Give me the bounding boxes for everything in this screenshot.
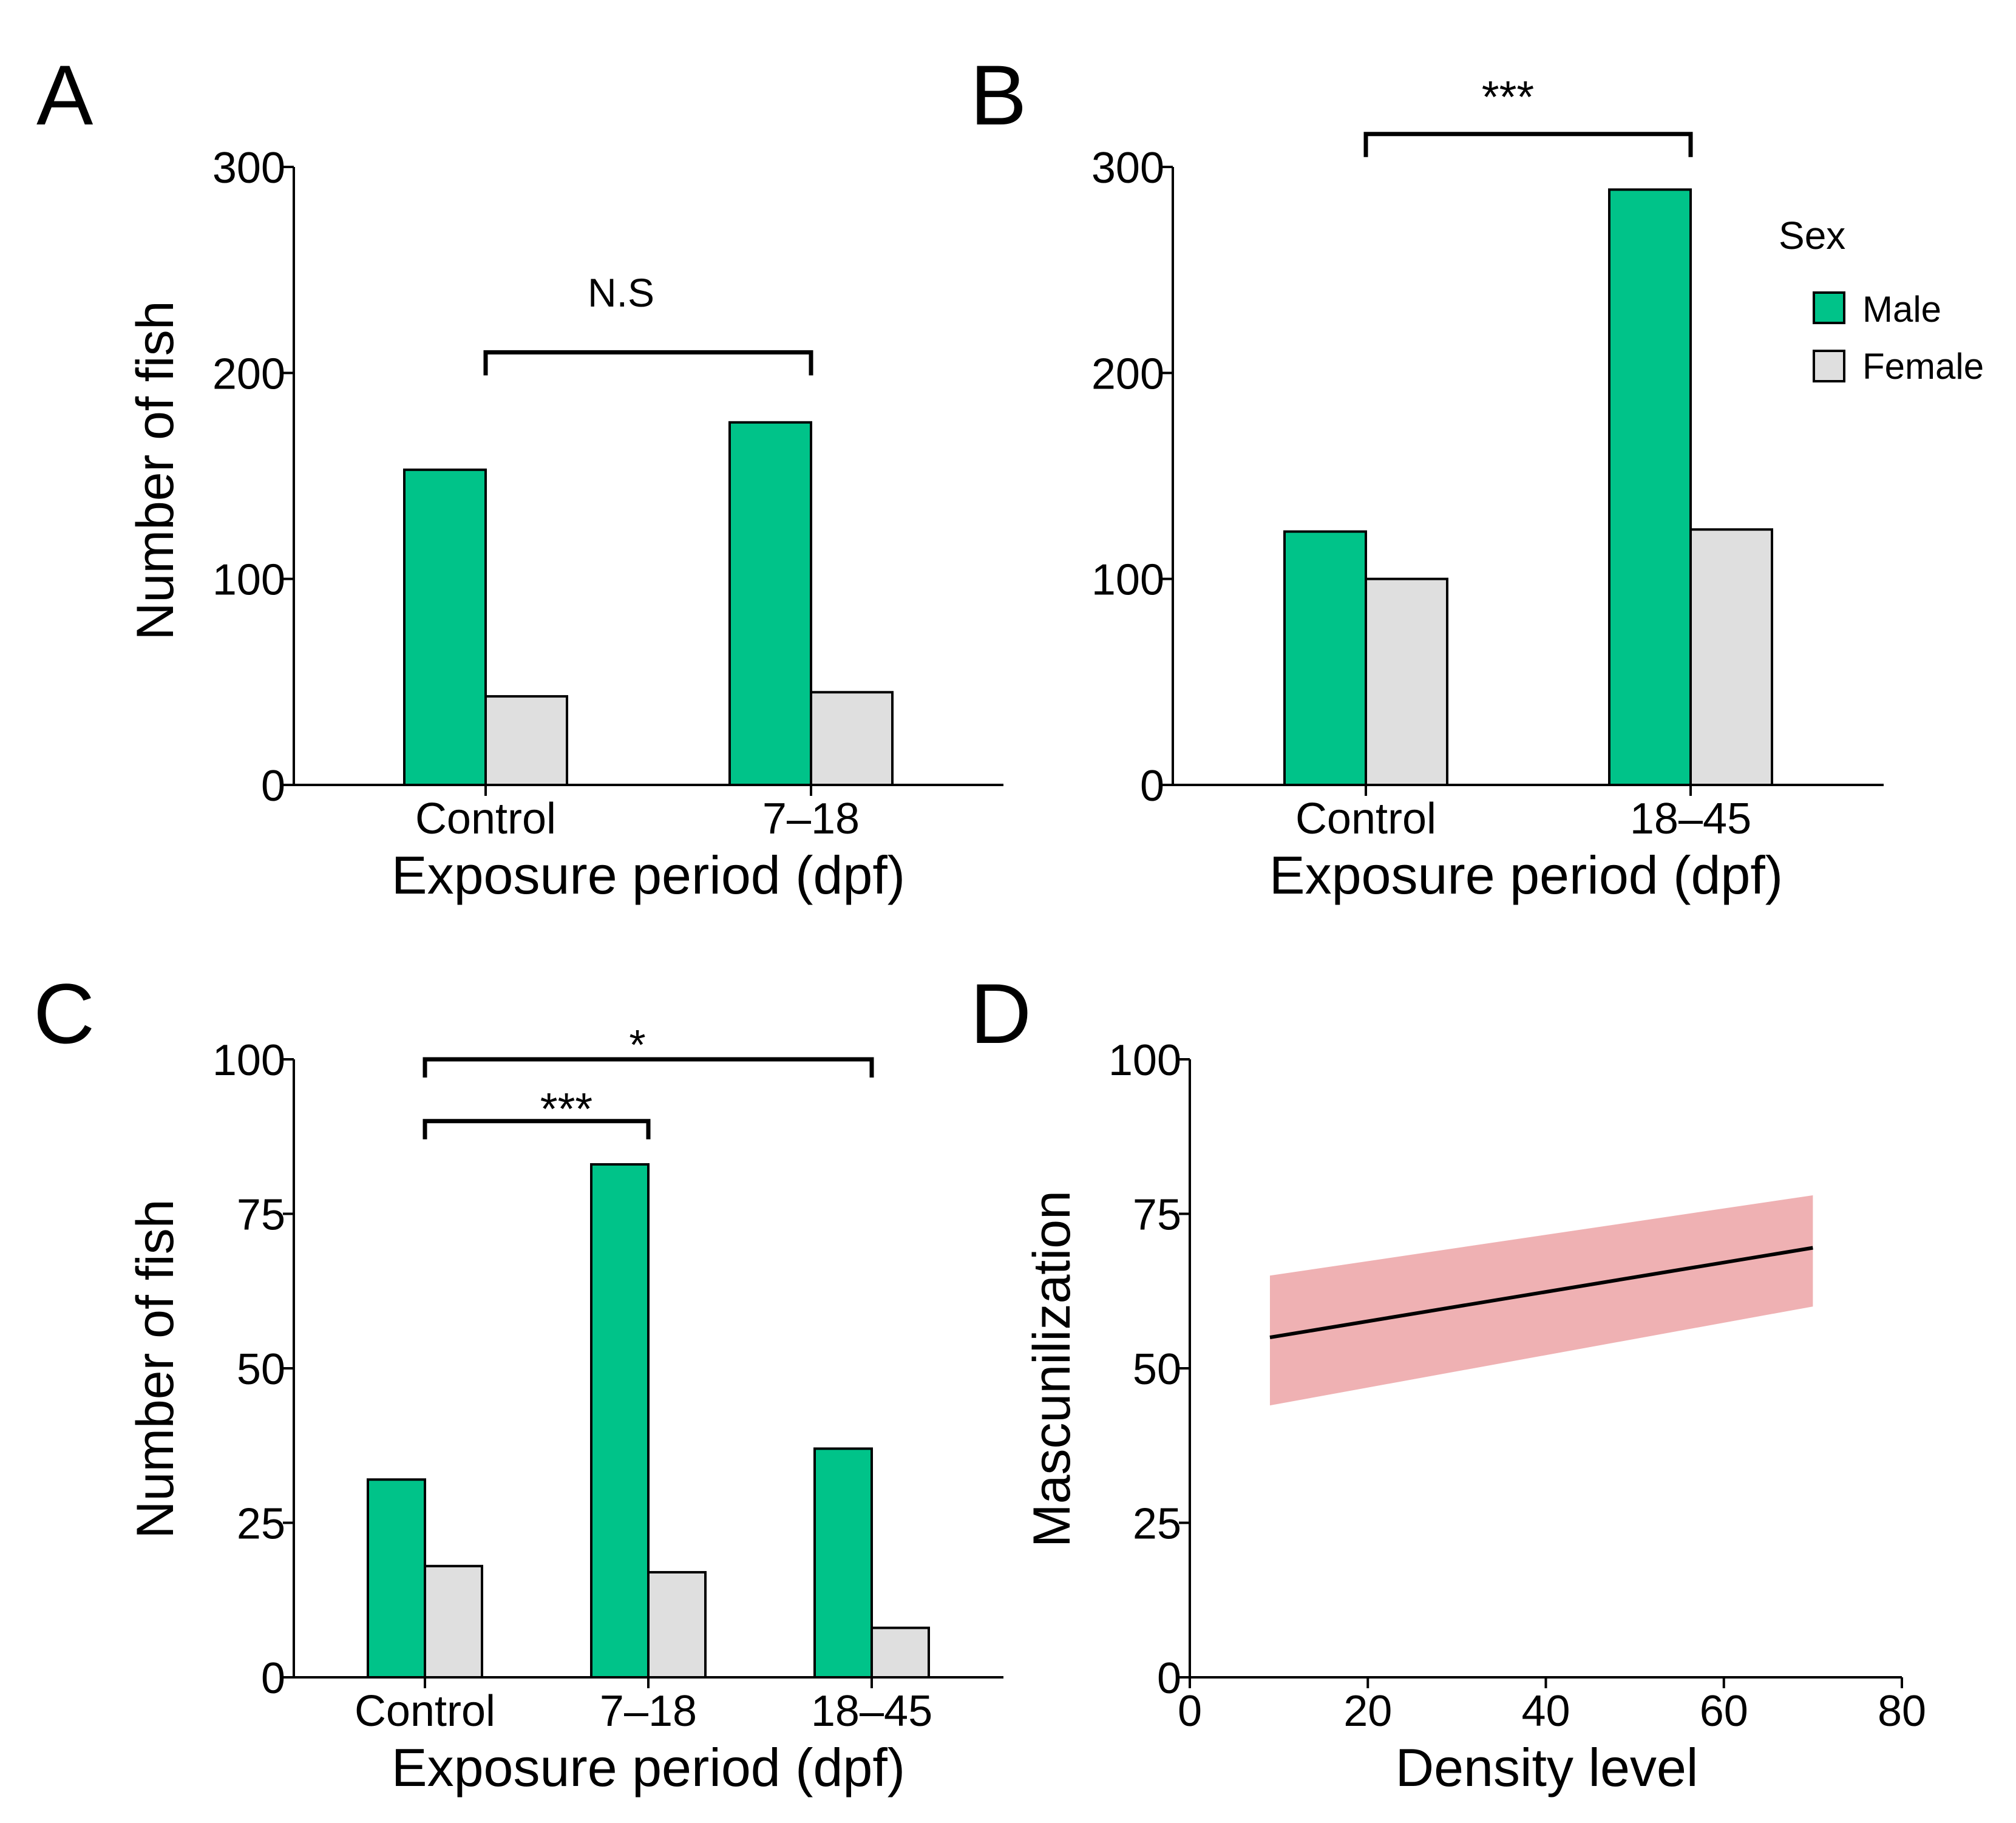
panel-c-y-tick-label: 50: [237, 1345, 285, 1394]
panel-c-significance-bracket: [423, 1119, 651, 1139]
panel-a-bars: [403, 421, 894, 787]
panel-c-x-tick-18-45: 18–45: [811, 1687, 932, 1736]
panel-c: C 0 25 50 75 100 * *** Control 7–18 18–45 Ex…: [33, 966, 1003, 1798]
panel-a-y-tick-label: 200: [212, 350, 285, 398]
panel-c-significance-bracket: [423, 1057, 874, 1078]
panel-c-bar-female: [871, 1626, 930, 1679]
panel-d-y-tick-label: 25: [1133, 1500, 1181, 1549]
panel-c-bars: [367, 1163, 930, 1679]
panel-b-sig-label: ***: [1482, 72, 1534, 122]
panel-c-sig-label-narrow: ***: [540, 1084, 592, 1134]
panel-c-y-tick-label: 75: [237, 1191, 285, 1240]
panel-b-bars: [1283, 188, 1773, 787]
legend-label-male: Male: [1862, 289, 1941, 330]
panel-a-y-label: Number of fish: [126, 300, 185, 640]
panel-a-sig-label: N.S: [588, 270, 654, 315]
panel-b-bar-female: [1365, 577, 1448, 787]
panel-b-x-label: Exposure period (dpf): [1269, 845, 1783, 905]
panel-b-x-tick-18-45: 18–45: [1630, 795, 1751, 843]
panel-c-bar-male: [367, 1478, 426, 1679]
legend-swatch-male: [1813, 291, 1845, 324]
panel-d-y-tick-label: 50: [1133, 1345, 1181, 1394]
panel-a-y-tick-label: 0: [261, 762, 285, 810]
panel-d-x-tick-label: 60: [1700, 1687, 1748, 1736]
panel-a-letter: A: [36, 47, 93, 143]
panel-b-significance: ***: [1363, 72, 1693, 157]
panel-d-y-tick-label: 75: [1133, 1191, 1181, 1240]
panel-c-x-ticks: Control 7–18 18–45: [355, 1687, 932, 1736]
panel-a-bar-male: [728, 421, 812, 786]
panel-c-y-label: Number of fish: [126, 1199, 185, 1538]
panel-d-x-tick-label: 20: [1343, 1687, 1392, 1736]
panel-c-y-tick-label: 0: [261, 1654, 285, 1703]
panel-d-x-tick-label: 0: [1178, 1687, 1202, 1736]
panel-d-plot: [1269, 1195, 1813, 1406]
panel-c-significance: * ***: [423, 1021, 874, 1139]
panel-b-x-tick-control: Control: [1295, 795, 1436, 843]
panel-a-bar-female: [484, 695, 568, 786]
panel-b-bar-male: [1608, 188, 1692, 786]
panel-c-x-tick-7-18: 7–18: [600, 1687, 697, 1736]
panel-c-x-tick-control: Control: [355, 1687, 495, 1736]
panel-c-bar-male: [590, 1163, 650, 1679]
legend: Sex Male Female: [1779, 214, 1984, 387]
panel-d-x-tick-label: 80: [1878, 1687, 1926, 1736]
panel-a-x-tick-control: Control: [415, 795, 556, 843]
panel-a-y-tick-label: 100: [212, 556, 285, 605]
panel-d-x-tick-label: 40: [1521, 1687, 1570, 1736]
panel-b-y-tick-label: 300: [1091, 144, 1164, 192]
panel-a-significance-bracket: [483, 350, 813, 376]
panel-c-bar-female: [647, 1570, 707, 1679]
panel-a-axes: 0 100 200 300: [212, 144, 1003, 810]
panel-c-bar-male: [813, 1447, 873, 1679]
panel-b-bar-female: [1689, 528, 1773, 787]
panel-a-bar-female: [810, 691, 894, 787]
panel-d-letter: D: [970, 966, 1031, 1061]
panel-a-x-label: Exposure period (dpf): [392, 845, 905, 905]
panel-d-y-label: Mascunilization: [1023, 1190, 1081, 1547]
panel-b-y-tick-label: 100: [1091, 556, 1164, 605]
panel-d-x-label: Density level: [1396, 1737, 1699, 1798]
panel-a-bar-male: [403, 468, 487, 786]
panel-a-x-ticks: Control 7–18: [415, 795, 860, 843]
panel-a: A 0 100 200 300 N.S Control 7–18 Exposure p…: [36, 47, 1003, 905]
panel-c-letter: C: [33, 966, 95, 1061]
panel-b-x-ticks: Control 18–45: [1295, 795, 1751, 843]
panel-d-axes: 0 25 50 75 100 0 20 40 60 80: [1108, 1036, 1926, 1736]
panel-b-bar-male: [1283, 530, 1367, 786]
legend-title: Sex: [1779, 214, 1845, 257]
panel-c-y-tick-label: 100: [212, 1036, 285, 1085]
panel-d-fit-line: [1269, 1246, 1813, 1340]
panel-a-significance: N.S: [483, 270, 813, 376]
panel-d-confidence-ribbon: [1269, 1195, 1813, 1406]
panel-b-significance-bracket: [1363, 132, 1693, 157]
panel-d-y-tick-label: 0: [1157, 1654, 1181, 1703]
panel-a-y-tick-label: 300: [212, 144, 285, 192]
panel-c-bar-female: [424, 1564, 483, 1679]
panel-a-x-tick-7-18: 7–18: [762, 795, 860, 843]
legend-swatch-female: [1813, 350, 1845, 382]
panel-d: D 0 25 50 75 100 0 20 40 60 80 Density level Masc…: [970, 966, 1926, 1798]
panel-d-y-tick-label: 100: [1108, 1036, 1181, 1085]
panel-b-letter: B: [970, 47, 1027, 143]
panel-b: B 0 100 200 300 *** Control 18–45 Exposure …: [970, 47, 1984, 905]
legend-label-female: Female: [1862, 346, 1984, 387]
panel-c-y-tick-label: 25: [237, 1500, 285, 1549]
panel-b-y-tick-label: 0: [1140, 762, 1164, 810]
panel-c-x-label: Exposure period (dpf): [392, 1737, 905, 1798]
panel-b-y-tick-label: 200: [1091, 350, 1164, 398]
